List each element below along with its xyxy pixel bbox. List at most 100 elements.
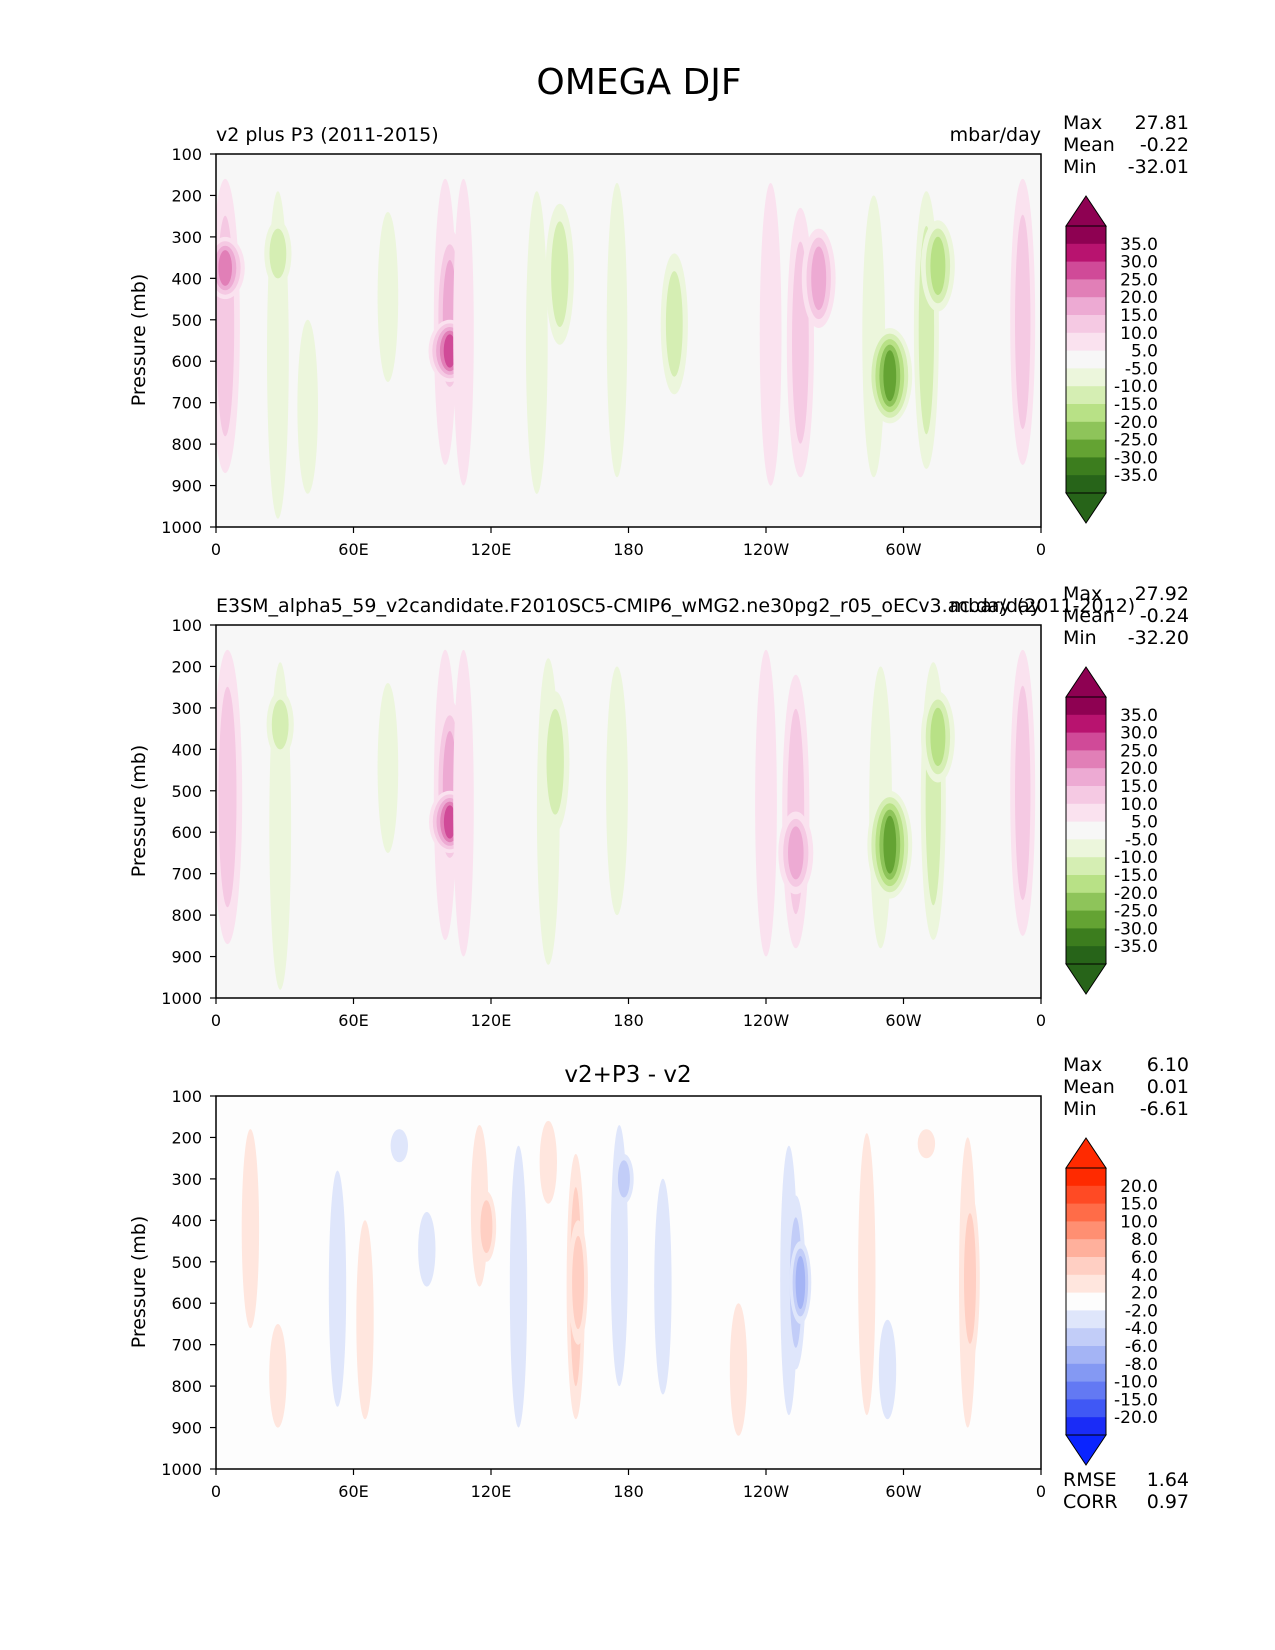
panel-1-colorbar-label: -35.0 — [1114, 466, 1158, 486]
panel-3-colorbar-label: -4.0 — [1125, 1319, 1158, 1339]
panel-3-metric-label: RMSE — [1063, 1469, 1117, 1491]
panel-1-colorbar-label: 20.0 — [1120, 288, 1158, 308]
panel-1-xtick-label: 60W — [885, 540, 921, 559]
panel-2-ytick-label: 600 — [171, 823, 202, 842]
panel-1-contour-18-4 — [883, 350, 897, 402]
panel-1-ytick-label: 200 — [171, 186, 202, 205]
panel-3-stat-label: Max — [1063, 1054, 1102, 1076]
panel-1-stat-value: -32.01 — [1128, 156, 1189, 178]
panel-1-contour-12-0 — [606, 183, 628, 478]
panel-3-stats: Max 6.10 Mean 0.01 Min -6.61 — [1063, 1054, 1189, 1120]
panel-1-colorbar-swatch — [1066, 475, 1106, 494]
panel-2-colorbar-frame — [1065, 696, 1107, 965]
panel-2-colorbar-label: -5.0 — [1125, 830, 1158, 850]
panel-2-units: mbar/day — [950, 595, 1041, 617]
panel-3-ylabel: Pressure (mb) — [128, 1216, 150, 1349]
panel-3-colorbar-label: 6.0 — [1131, 1248, 1158, 1268]
panel-1-contour-9-0 — [453, 178, 474, 486]
panel-1-xtick-label: 120E — [471, 540, 512, 559]
panel-3-colorbar-swatch — [1066, 1221, 1106, 1240]
panel-3-colorbar-label: -15.0 — [1114, 1390, 1158, 1410]
panel-1-contour-1-3 — [218, 250, 232, 286]
panel-1-xtick-label: 60E — [338, 540, 368, 559]
panel-3-contour-19-0 — [858, 1133, 876, 1416]
panel-1-colorbar-low-cap — [1065, 492, 1107, 524]
panel-3-center-title: v2+P3 - v2 — [564, 1062, 691, 1088]
panel-2-yticks: 100 200 300 400 500 600 700 800 900 1000 — [161, 616, 216, 1008]
panel-1-xtick-label: 0 — [1036, 540, 1046, 559]
panel-1-units: mbar/day — [950, 124, 1041, 146]
panel-2-colorbar-swatch — [1066, 750, 1106, 769]
panel-3-colorbar-label: -20.0 — [1114, 1408, 1158, 1428]
panel-1-contour-20-2 — [930, 236, 946, 295]
panel-3-contour-2-0 — [328, 1170, 347, 1407]
panel-3-contour-15-0 — [729, 1303, 748, 1436]
panel-2-contour-15-4 — [883, 815, 897, 874]
panel-2-background — [216, 625, 1041, 998]
panel-1-colorbar-label: 25.0 — [1120, 270, 1158, 290]
panel-1-ytick-label: 800 — [171, 435, 202, 454]
panel-1-xtick-label: 0 — [211, 540, 221, 559]
panel-3-colorbar-label: 15.0 — [1120, 1195, 1158, 1215]
panel-2-ytick-label: 200 — [171, 657, 202, 676]
panel-3-contour-4-0 — [390, 1129, 408, 1163]
panel-3-xtick-label: 60E — [338, 1482, 368, 1501]
panel-1-colorbar-swatch — [1066, 226, 1106, 245]
panel-3-colorbar-label: -8.0 — [1125, 1355, 1158, 1375]
panel-2-colorbar-label: -10.0 — [1114, 848, 1158, 868]
panel-3-colorbar-swatch — [1066, 1399, 1106, 1418]
panel-2-colorbar-swatch — [1066, 714, 1106, 733]
panel-1-colorbar-label: 35.0 — [1120, 235, 1158, 255]
panel-2-colorbar-swatch — [1066, 928, 1106, 947]
panel-2-stat-label: Min — [1063, 627, 1097, 649]
panel-3-colorbar-swatch — [1066, 1168, 1106, 1187]
panel-2-colorbar-swatch — [1066, 839, 1106, 858]
panel-3-stat-label: Min — [1063, 1098, 1097, 1120]
panel-3-colorbar-label: 8.0 — [1131, 1230, 1158, 1250]
panel-2-contour-10-0 — [606, 666, 628, 916]
panel-3-contour-23-1 — [964, 1213, 976, 1344]
panel-2-xtick-label: 120W — [743, 1011, 790, 1030]
panel-2-ytick-label: 700 — [171, 865, 202, 884]
panel-1-colorbar-swatch — [1066, 404, 1106, 423]
panel-2-colorbar-label: 15.0 — [1120, 777, 1158, 797]
panel-3-contour-13-1 — [617, 1160, 630, 1198]
panel-3-contour-0-0 — [241, 1129, 260, 1329]
panel-2-ytick-label: 1000 — [161, 989, 202, 1008]
panel-2-ytick-label: 500 — [171, 782, 202, 801]
panel-1-colorbar-swatch — [1066, 261, 1106, 280]
panel-3-colorbar-swatch — [1066, 1257, 1106, 1276]
panel-1-stats: Max 27.81 Mean -0.22 Min -32.01 — [1063, 112, 1189, 178]
panel-3-contour-20-0 — [878, 1319, 897, 1420]
panel-2-ytick-label: 800 — [171, 906, 202, 925]
panel-1-contour-8-4 — [443, 334, 456, 368]
panel-2-stat-value: -0.24 — [1140, 605, 1189, 627]
panel-1-contour-13-1 — [665, 271, 683, 377]
panel-1-contour-16-2 — [811, 246, 827, 311]
panel-3-xtick-label: 180 — [613, 1482, 644, 1501]
panel-2-contour-18-1 — [1015, 685, 1031, 901]
panel-1-xticks: 0 60E 120E 180 120W 60W 0 — [211, 527, 1046, 559]
panel-3-xtick-label: 120E — [471, 1482, 512, 1501]
panel-3-ytick-label: 700 — [171, 1336, 202, 1355]
panel-2-contour-6-4 — [443, 805, 456, 839]
panel-2-contour-7-0 — [453, 649, 474, 957]
panel-2-xtick-label: 60E — [338, 1011, 368, 1030]
panel-3-contour-3-0 — [356, 1220, 374, 1420]
panel-2-colorbar: 35.030.025.020.015.010.05.0-5.0-10.0-15.… — [1065, 666, 1158, 995]
panel-3-xtick-label: 60W — [885, 1482, 921, 1501]
panel-2-contour-13-2 — [788, 826, 804, 880]
panel-3-contour-14-0 — [654, 1178, 672, 1395]
panel-3-colorbar-high-cap — [1065, 1137, 1107, 1169]
panel-2-colorbar-swatch — [1066, 732, 1106, 751]
panel-2-ytick-label: 400 — [171, 740, 202, 759]
panel-2-ylabel: Pressure (mb) — [128, 745, 150, 878]
panel-1-contour-10-0 — [525, 191, 548, 494]
panel-2-ytick-label: 300 — [171, 699, 202, 718]
panel-2-contour-17-2 — [930, 707, 946, 767]
panel-2-xtick-label: 60W — [885, 1011, 921, 1030]
panel-1-colorbar-swatch — [1066, 386, 1106, 405]
panel-2-colorbar-label: 25.0 — [1120, 741, 1158, 761]
panel-3-ytick-label: 600 — [171, 1294, 202, 1313]
panel-2-stat-value: -32.20 — [1128, 627, 1189, 649]
